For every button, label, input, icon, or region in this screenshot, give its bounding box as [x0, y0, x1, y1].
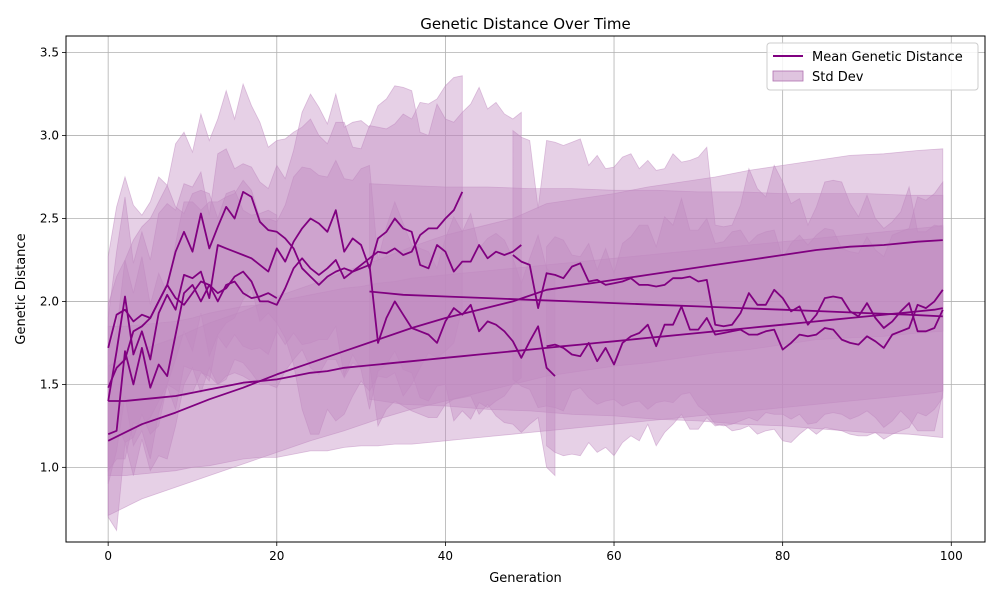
y-tick-label: 1.5: [40, 377, 59, 391]
grid: [66, 36, 985, 542]
x-tick-label: 60: [606, 549, 621, 563]
mean-distance-line: [107, 280, 278, 389]
x-tick-label: 0: [104, 549, 112, 563]
x-tick-label: 80: [775, 549, 790, 563]
y-tick-label: 3.0: [40, 129, 59, 143]
mean-distance-line: [107, 209, 522, 402]
mean-distance-line: [107, 257, 556, 436]
x-tick-label: 20: [269, 549, 284, 563]
y-tick-label: 1.0: [40, 460, 59, 474]
mean-distance-line: [546, 289, 944, 366]
legend-box: [766, 42, 979, 91]
plot-series: [107, 75, 944, 532]
legend-line-label: Mean Genetic Distance: [812, 50, 963, 65]
legend: Mean Genetic Distance Std Dev: [766, 42, 979, 91]
x-tick-label: 100: [940, 549, 963, 563]
legend-band-swatch: [772, 70, 804, 82]
x-tick-label: 40: [438, 549, 453, 563]
series-group: [107, 75, 944, 532]
legend-band-label: Std Dev: [812, 70, 864, 85]
std-dev-band: [107, 75, 463, 444]
std-dev-band: [107, 159, 556, 532]
y-tick-label: 2.0: [40, 294, 59, 308]
y-axis-label: Genetic Distance: [14, 233, 29, 344]
axes-frame: [65, 35, 986, 543]
mean-distance-line: [107, 239, 943, 442]
x-axis-label: Generation: [489, 571, 562, 586]
y-tick-label: 3.5: [40, 46, 59, 60]
mean-distance-line: [512, 254, 944, 333]
y-tick-label: 2.5: [40, 211, 59, 225]
std-dev-band: [546, 180, 944, 457]
axis-ticks: 0 20 40 60 80 100 1.0 1.5 2.0 2.5 3.0 3.5: [40, 46, 963, 563]
std-dev-band: [107, 85, 522, 484]
plot-area: [66, 36, 985, 542]
chart-title: Genetic Distance Over Time: [420, 15, 631, 33]
